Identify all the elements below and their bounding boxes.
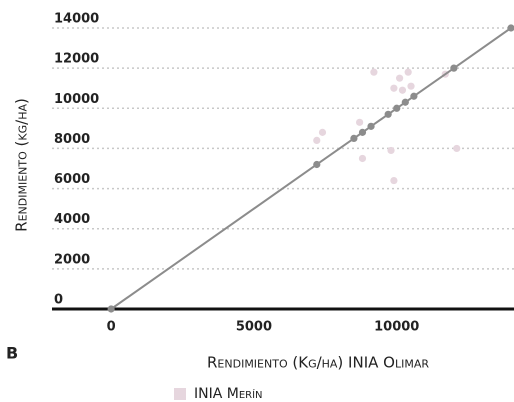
- point: [358, 154, 367, 163]
- point: [387, 146, 395, 155]
- y-tick-label: 12000: [54, 52, 99, 67]
- legend-label: INIA Merín: [194, 386, 263, 402]
- point: [396, 74, 404, 82]
- point: [453, 144, 461, 153]
- y-tick-label: 10000: [54, 92, 99, 107]
- point: [318, 128, 327, 136]
- point: [390, 84, 398, 92]
- point: [350, 134, 358, 142]
- x-tick-label: 5000: [236, 320, 272, 335]
- point: [390, 176, 398, 185]
- point: [313, 160, 321, 169]
- point: [367, 122, 375, 130]
- point: [407, 82, 415, 90]
- panel-label: B: [6, 344, 18, 363]
- y-tick-label: 8000: [54, 132, 90, 147]
- point: [401, 98, 409, 106]
- y-tick-label: 4000: [54, 212, 90, 227]
- point: [107, 305, 115, 313]
- legend-swatch: [174, 388, 186, 400]
- point: [404, 68, 412, 76]
- point: [313, 136, 321, 144]
- x-tick-label: 10000: [374, 320, 419, 335]
- point: [398, 86, 407, 94]
- point: [384, 110, 392, 118]
- point: [507, 24, 514, 32]
- point: [370, 68, 378, 76]
- point: [358, 128, 367, 136]
- point: [410, 92, 418, 100]
- y-axis-label: Rendimiento (kg/ha): [13, 98, 31, 232]
- point: [393, 104, 401, 112]
- y-tick-label: 14000: [54, 12, 99, 27]
- point: [356, 118, 364, 126]
- x-axis-label: Rendimiento (Kg/ha) INIA Olimar: [207, 354, 429, 372]
- point: [450, 64, 458, 72]
- y-tick-label: 6000: [54, 172, 90, 187]
- x-tick-label: 0: [107, 320, 116, 335]
- y-tick-label: 2000: [54, 252, 90, 267]
- y-tick-label: 0: [54, 293, 63, 308]
